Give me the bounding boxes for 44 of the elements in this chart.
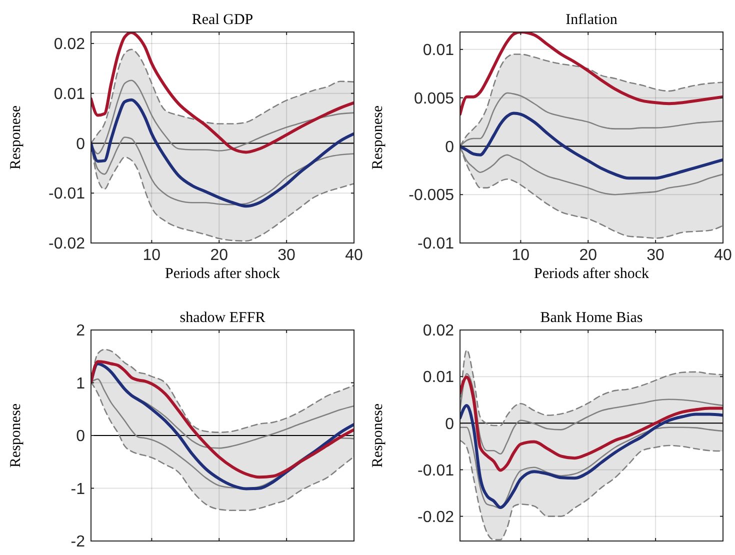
y-axis-title: Responese	[8, 403, 24, 468]
y-tick-label: -0.01	[418, 462, 454, 480]
x-tick-label: 40	[714, 247, 732, 264]
line-series	[460, 404, 723, 509]
x-axis-title: Periods after shock	[534, 266, 650, 282]
y-tick-label: 0	[445, 416, 454, 433]
y-tick-label: -0.02	[48, 236, 86, 253]
y-tick-label: 0.01	[422, 42, 454, 60]
y-tick-label: 0	[76, 428, 86, 446]
y-tick-label: 1	[76, 375, 86, 392]
y-axis-title: Responese	[370, 105, 386, 170]
line-series	[460, 440, 723, 540]
x-tick-label: 40	[345, 247, 363, 264]
chart-title: Real GDP	[192, 12, 254, 28]
line-series	[460, 426, 723, 510]
y-tick-label: -0.01	[48, 186, 86, 203]
chart-title: Inflation	[566, 12, 618, 28]
chart-title: Bank Home Bias	[540, 310, 643, 326]
x-tick-label: 20	[210, 247, 228, 264]
x-tick-label: 10	[142, 247, 161, 264]
chart-title: shadow EFFR	[180, 310, 266, 326]
y-tick-label: 0	[445, 138, 454, 156]
y-tick-label: -0.01	[418, 236, 454, 253]
line-series	[460, 376, 723, 472]
line-series	[460, 112, 723, 180]
x-tick-label: 20	[579, 247, 598, 264]
line-series	[460, 32, 723, 116]
y-tick-label: -0.005	[408, 187, 454, 204]
y-tick-label: 0.02	[54, 36, 86, 54]
x-tick-label: 10	[512, 247, 530, 264]
x-tick-label: 30	[278, 247, 296, 264]
y-tick-label: 0.01	[422, 369, 454, 386]
x-tick-label: 30	[646, 247, 665, 264]
y-tick-label: -2	[70, 534, 86, 551]
y-tick-label: 0.02	[422, 322, 454, 340]
y-tick-label: -0.02	[418, 508, 454, 526]
y-tick-label: 0.005	[414, 90, 454, 108]
y-tick-label: 2	[76, 322, 86, 340]
y-tick-label: -1	[70, 480, 86, 498]
y-tick-label: 0	[76, 136, 86, 153]
y-axis-title: Responese	[370, 403, 386, 468]
y-tick-label: 0.01	[54, 86, 86, 103]
y-axis-title: Responese	[8, 105, 24, 170]
x-axis-title: Periods after shock	[165, 266, 280, 282]
